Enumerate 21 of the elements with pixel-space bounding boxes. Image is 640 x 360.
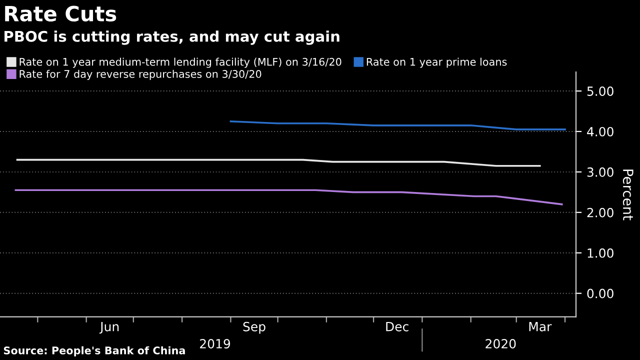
- chart-title: Rate Cuts: [5, 6, 116, 22]
- chart-subtitle: PBOC is cutting rates, and may cut again: [4, 30, 340, 45]
- legend-label: Rate on 1 year medium-term lending facility (MLF) on 3/16/20: [20, 58, 342, 68]
- line-series: [230, 120, 566, 130]
- x-tick-label: Jun: [99, 322, 119, 334]
- legend-label: Rate on 1 year prime loans: [366, 58, 507, 68]
- y-axis-title: Percent: [622, 170, 634, 220]
- line-series: [14, 189, 563, 206]
- y-tick-label: 5.00: [587, 86, 614, 96]
- x2-tick-label: 2019: [200, 339, 230, 348]
- y-tick-label: 1.00: [588, 248, 614, 258]
- y-tick-label: 0.00: [587, 288, 614, 298]
- x-tick-label: Mar: [529, 322, 552, 332]
- y-tick-label: 3.00: [587, 167, 614, 177]
- x-tick-label: Sep: [243, 322, 266, 334]
- y-tick-label: 2.00: [587, 208, 614, 218]
- x-tick-label: Dec: [386, 322, 408, 332]
- legend-label: Rate for 7 day reverse repurchases on 3/30/20: [20, 70, 262, 80]
- x2-tick-label: 2020: [486, 339, 516, 348]
- source-note: Source: People's Bank of China: [4, 346, 185, 356]
- y-tick-label: 4.00: [587, 126, 614, 136]
